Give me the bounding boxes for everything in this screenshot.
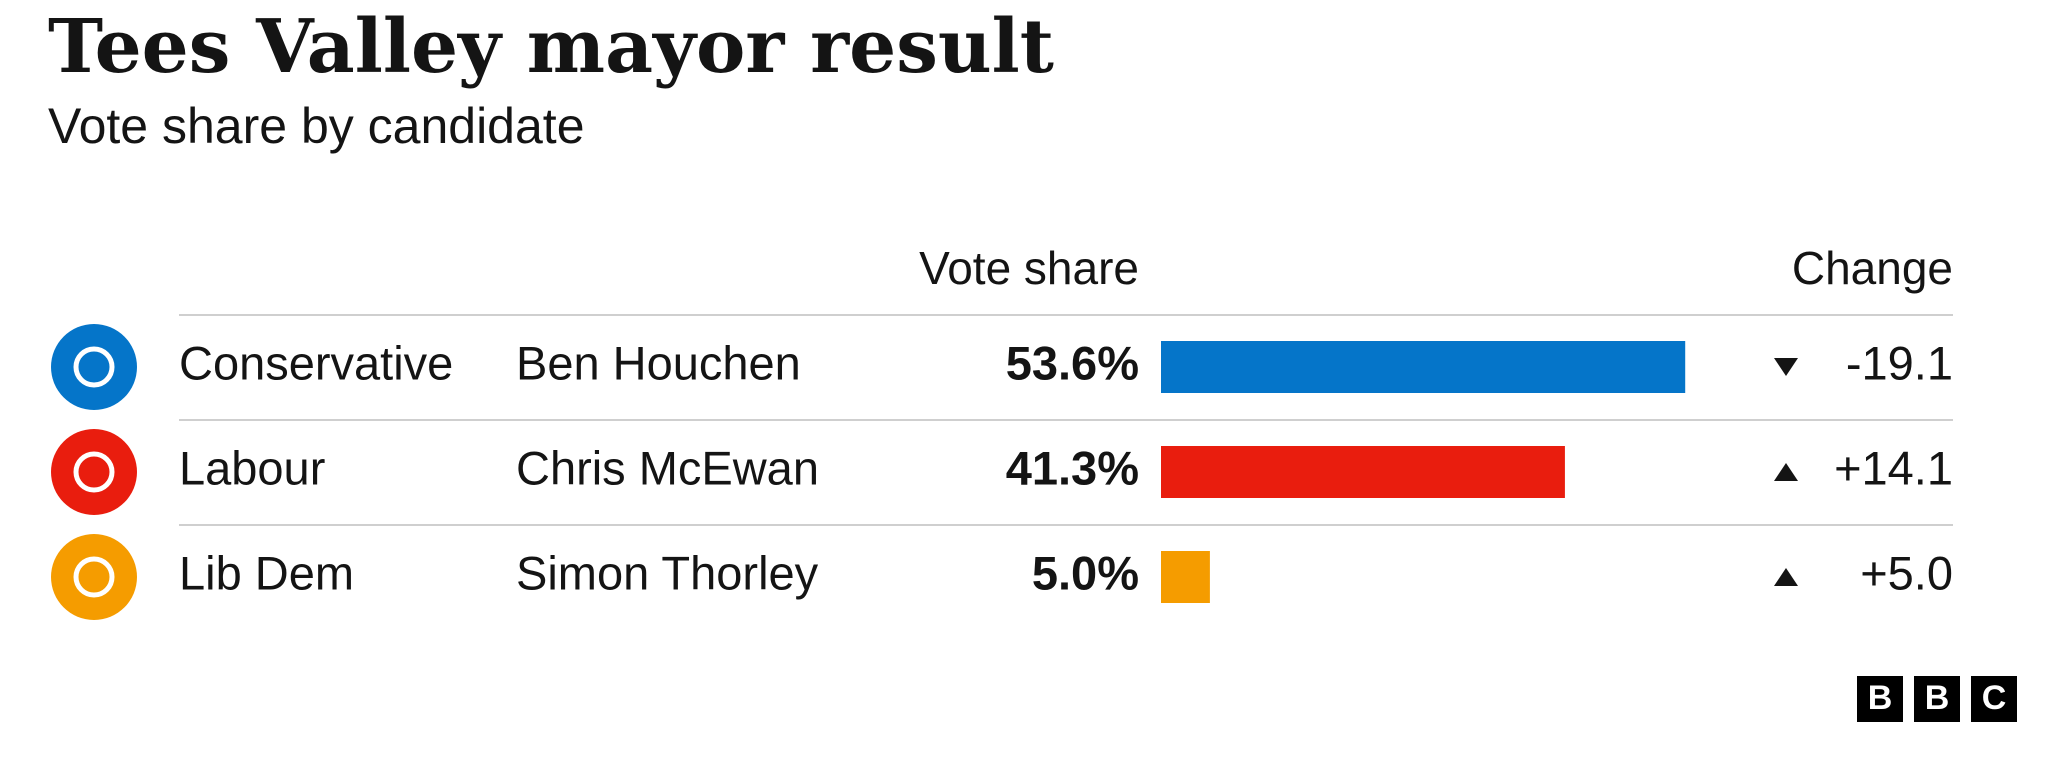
change-arrow: [1774, 463, 1798, 481]
change-label: -19.1: [1846, 336, 1953, 389]
logo-block: [1914, 676, 1960, 722]
value-label: 41.3%: [1006, 441, 1139, 494]
bar: [1161, 341, 1686, 393]
bar: [1161, 551, 1210, 603]
change-label: +5.0: [1860, 546, 1953, 599]
logo-letter: B: [1925, 679, 1950, 717]
logo-block: [1857, 676, 1903, 722]
logo-letter: C: [1982, 679, 2007, 717]
chart-title: Tees Valley mayor result: [48, 4, 1054, 90]
party-name: Conservative: [179, 336, 453, 389]
party-icon-glyph: [73, 346, 115, 388]
change-arrow: [1774, 568, 1798, 586]
column-header: Vote share: [919, 242, 1139, 294]
party-icon: [51, 534, 137, 620]
column-header: Change: [1792, 242, 1953, 294]
party-icon-glyph: [73, 451, 115, 493]
change-label: +14.1: [1834, 441, 1953, 494]
candidate-name: Chris McEwan: [516, 441, 819, 494]
bar: [1161, 446, 1565, 498]
party-icon-glyph: [73, 556, 115, 598]
value-label: 5.0%: [1032, 546, 1139, 599]
party-icon: [51, 324, 137, 410]
party-name: Labour: [179, 441, 325, 494]
change-arrow: [1774, 358, 1798, 376]
chart-subtitle: Vote share by candidate: [48, 98, 585, 154]
candidate-name: Ben Houchen: [516, 336, 801, 389]
party-icon: [51, 429, 137, 515]
candidate-name: Simon Thorley: [516, 546, 819, 599]
logo-letter: B: [1868, 679, 1893, 717]
logo-block: [1971, 676, 2017, 722]
value-label: 53.6%: [1006, 336, 1139, 389]
party-name: Lib Dem: [179, 546, 354, 599]
